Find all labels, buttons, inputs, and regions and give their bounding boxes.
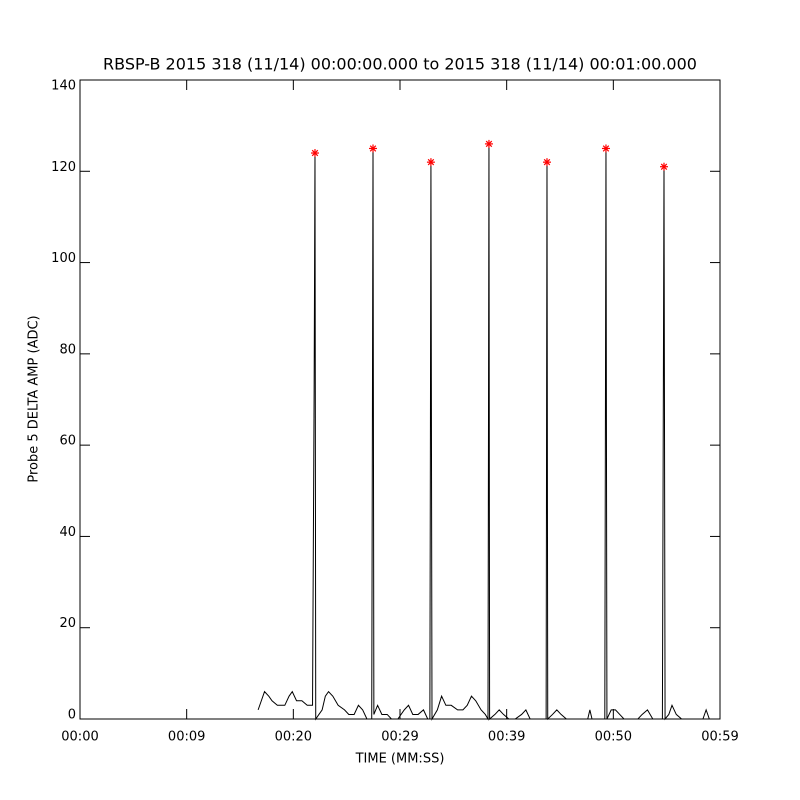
marker-stroke bbox=[369, 145, 377, 152]
marker-stroke bbox=[660, 163, 668, 170]
data-line bbox=[257, 143, 710, 721]
peak-marker bbox=[542, 158, 551, 167]
y-tick-label: 0 bbox=[68, 708, 76, 723]
peak-marker bbox=[369, 144, 378, 153]
x-tick-label: 00:00 bbox=[61, 730, 98, 745]
marker-stroke bbox=[485, 140, 493, 148]
y-axis-label: Probe 5 DELTA AMP (ADC) bbox=[27, 315, 42, 482]
peak-marker bbox=[660, 162, 668, 171]
y-tick-label: 80 bbox=[59, 342, 76, 357]
x-tick-label: 00:09 bbox=[168, 730, 205, 745]
marker-stroke bbox=[602, 145, 610, 152]
peak-marker bbox=[310, 149, 319, 158]
chart-title: RBSP-B 2015 318 (11/14) 00:00:00.000 to … bbox=[103, 55, 697, 74]
x-axis-label: TIME (MM:SS) bbox=[355, 752, 445, 767]
x-tick-label: 00:50 bbox=[595, 730, 632, 745]
marker-stroke bbox=[311, 149, 319, 157]
x-tick-label: 00:20 bbox=[275, 730, 312, 745]
x-tick-label: 00:59 bbox=[701, 730, 738, 745]
y-tick-label: 100 bbox=[51, 251, 76, 266]
peak-marker bbox=[484, 139, 493, 148]
x-tick-label: 00:39 bbox=[488, 730, 525, 745]
peak-marker bbox=[426, 158, 435, 167]
y-tick-label: 140 bbox=[51, 79, 76, 94]
marker-stroke bbox=[543, 158, 551, 166]
y-tick-label: 60 bbox=[59, 434, 76, 449]
y-tick-label: 120 bbox=[51, 160, 76, 175]
y-tick-label: 40 bbox=[59, 525, 76, 540]
peak-marker bbox=[601, 144, 610, 153]
marker-stroke bbox=[427, 158, 435, 166]
x-tick-label: 00:29 bbox=[381, 730, 418, 745]
y-tick-label: 20 bbox=[59, 616, 76, 631]
